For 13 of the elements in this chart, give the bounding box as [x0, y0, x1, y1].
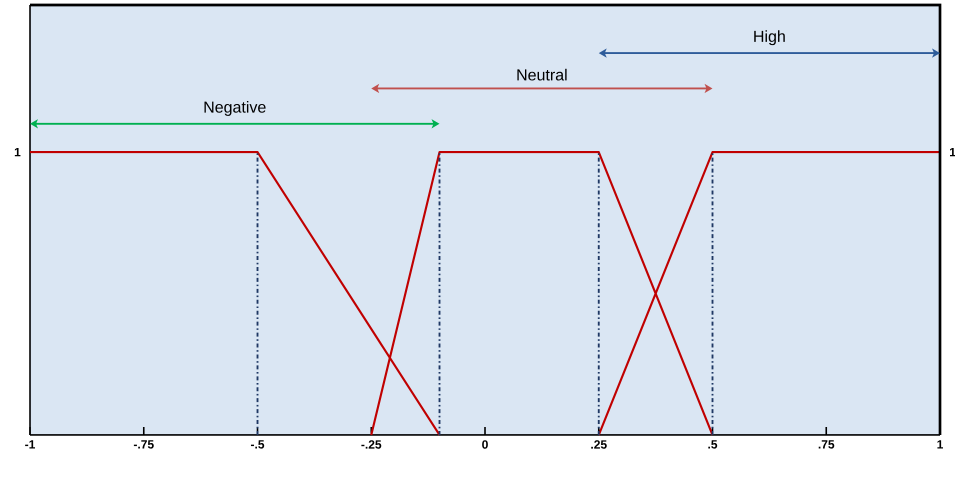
text: High	[754, 30, 785, 46]
x-tick-label: 1	[937, 440, 943, 448]
x-tick-label: .75	[818, 440, 834, 449]
x-tick-label: .25	[591, 440, 607, 449]
x-tick-label: -.75	[134, 440, 154, 449]
text: Negative	[204, 100, 266, 116]
x-tick-label: -.25	[361, 440, 382, 449]
x-tick-label: 0	[482, 440, 488, 449]
x-tick-label: -.5	[250, 440, 264, 449]
x-tick-label: -1	[25, 440, 36, 448]
text: 1	[14, 148, 20, 156]
text: Neutral	[517, 68, 567, 81]
x-tick-label: .5	[708, 440, 718, 449]
